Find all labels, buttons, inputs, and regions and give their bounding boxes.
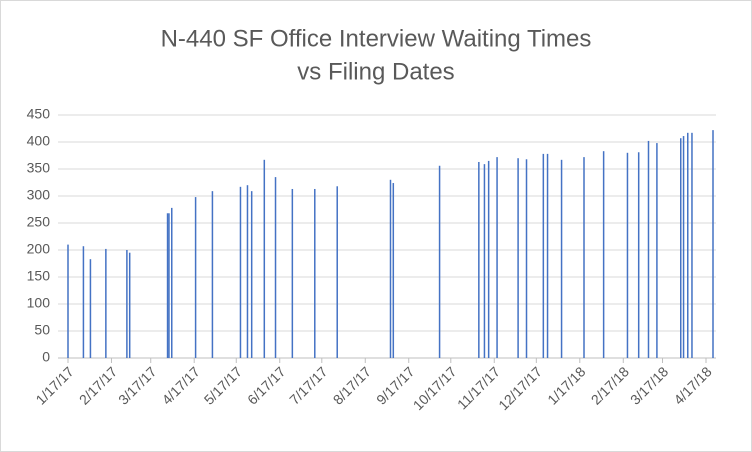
bar [166, 213, 169, 358]
bar [239, 186, 242, 358]
bar [336, 186, 338, 358]
bar [246, 185, 249, 358]
bar [517, 158, 519, 358]
y-tick-label: 100 [27, 295, 51, 311]
bar [647, 140, 650, 358]
bar [274, 177, 277, 358]
y-tick-label: 50 [34, 322, 50, 338]
bar [687, 132, 689, 358]
bar [263, 159, 266, 358]
y-tick-label: 300 [27, 187, 51, 203]
chart-title: N-440 SF Office Interview Waiting Times [161, 25, 592, 52]
bar [67, 244, 69, 358]
bar [211, 191, 214, 358]
bar [250, 191, 253, 358]
bar [168, 213, 170, 358]
bar [314, 188, 316, 358]
bar [626, 152, 629, 358]
bar [82, 246, 85, 358]
bar [602, 151, 605, 358]
bar [712, 130, 714, 358]
bar [496, 157, 498, 358]
bar [392, 183, 395, 358]
bar [89, 259, 92, 358]
bar [583, 157, 585, 358]
bar [637, 152, 640, 358]
bar [560, 159, 563, 358]
chart-title: vs Filing Dates [297, 58, 454, 85]
y-tick-label: 250 [27, 214, 51, 230]
y-tick-label: 400 [27, 133, 51, 149]
bar [483, 164, 486, 358]
y-tick-label: 0 [42, 349, 50, 365]
bar [525, 159, 528, 358]
bar [478, 161, 480, 358]
bar [438, 165, 441, 358]
bar [128, 252, 131, 358]
bar [656, 143, 658, 358]
bar [487, 160, 490, 358]
bar [546, 153, 549, 358]
bar [389, 179, 392, 358]
bar [194, 197, 197, 358]
bar [542, 153, 545, 358]
bar [291, 188, 294, 358]
bar [682, 136, 685, 358]
bar [105, 248, 107, 358]
y-tick-label: 200 [27, 241, 51, 257]
y-tick-label: 150 [27, 268, 51, 284]
bar [126, 250, 128, 358]
bar [680, 138, 682, 358]
y-tick-label: 450 [27, 106, 51, 122]
bar [171, 207, 173, 358]
bar [691, 132, 693, 358]
y-tick-label: 350 [27, 160, 51, 176]
